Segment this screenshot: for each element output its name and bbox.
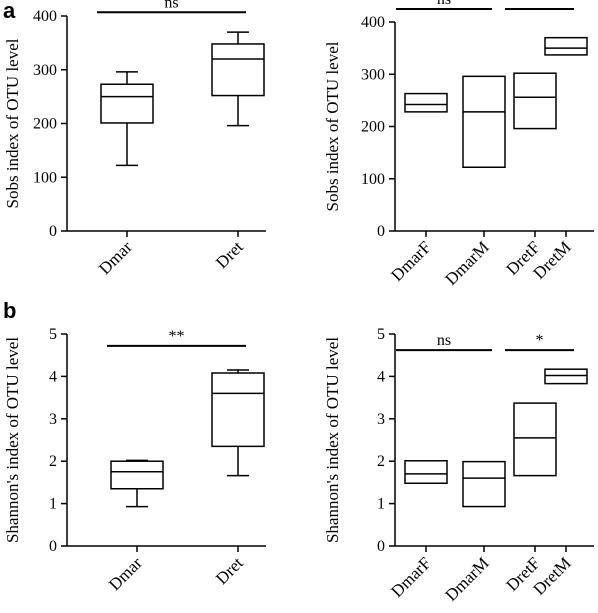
box-dretm xyxy=(544,36,588,56)
box-dretm xyxy=(544,368,588,385)
box-dretf xyxy=(513,72,557,130)
box-iqr xyxy=(513,402,557,477)
chart-shannon-sex: 0 1 2 3 4 5 Shannon's index of OTU level DmarF D… xyxy=(323,326,594,605)
y-tick-label: 100 xyxy=(361,171,385,188)
chart-sobs-sex: 0 100 200 300 400 Sobs index of OTU level Dmar… xyxy=(323,0,594,289)
y-axis-title: Sobs index of OTU level xyxy=(323,41,342,211)
box-iqr xyxy=(100,83,154,124)
significance-label: ns xyxy=(164,0,178,11)
box-dmarf xyxy=(404,92,448,113)
y-tick-label: 5 xyxy=(377,326,385,343)
y-tick-label: 2 xyxy=(49,453,57,470)
x-category-label-dmarm: DmarM xyxy=(441,237,492,288)
y-tick-label: 0 xyxy=(377,223,385,240)
x-category-label-dmar: Dmar xyxy=(105,553,146,594)
y-tick-label: 0 xyxy=(377,538,385,555)
y-tick-label: 4 xyxy=(49,368,57,385)
significance-label: ** xyxy=(169,328,185,345)
y-tick-label: 1 xyxy=(377,496,385,513)
y-axis-title: Shannon's index of OTU level xyxy=(3,337,22,543)
box-iqr xyxy=(462,460,506,508)
x-category-label-dmarf: DmarF xyxy=(387,237,434,284)
box-iqr xyxy=(110,460,164,490)
panel-letter-b: b xyxy=(3,298,16,323)
y-axis-title: Sobs index of OTU level xyxy=(3,38,22,208)
x-category-label-dmar: Dmar xyxy=(95,237,136,278)
box-iqr xyxy=(462,75,506,169)
chart-sobs-species: 0 100 200 300 400 Sobs index of OTU level Dmar… xyxy=(3,0,266,278)
y-tick-label: 200 xyxy=(361,119,385,136)
chart-shannon-species: 0 1 2 3 4 5 Shannon's index of OTU level Dmar Dr… xyxy=(3,326,266,594)
box-iqr xyxy=(404,92,448,113)
x-category-label-dret: Dret xyxy=(212,553,247,588)
y-axis-title: Shannon's index of OTU level xyxy=(323,337,342,543)
y-tick-label: 200 xyxy=(33,116,57,133)
box-dret xyxy=(211,31,265,127)
box-iqr xyxy=(513,72,557,130)
y-tick-label: 5 xyxy=(49,326,57,343)
y-tick-label: 2 xyxy=(377,453,385,470)
box-dmarm xyxy=(462,75,506,169)
significance-label: ns xyxy=(437,0,451,8)
y-tick-label: 1 xyxy=(49,496,57,513)
box-dret xyxy=(211,369,265,477)
y-tick-label: 4 xyxy=(377,368,385,385)
box-dmar xyxy=(110,459,164,508)
x-category-label-dmarm: DmarM xyxy=(441,553,492,604)
y-tick-label: 400 xyxy=(33,8,57,25)
y-tick-label: 3 xyxy=(377,411,385,428)
box-dmarm xyxy=(462,460,506,508)
y-tick-label: 3 xyxy=(49,411,57,428)
y-tick-label: 400 xyxy=(361,14,385,31)
box-iqr xyxy=(211,372,265,448)
significance-label: * xyxy=(536,0,544,8)
box-dretf xyxy=(513,402,557,477)
box-iqr xyxy=(544,368,588,385)
y-tick-label: 0 xyxy=(49,538,57,555)
significance-label: * xyxy=(536,332,544,349)
box-iqr xyxy=(404,460,448,484)
y-tick-label: 100 xyxy=(33,169,57,186)
box-iqr xyxy=(544,36,588,56)
box-dmar xyxy=(100,71,154,167)
significance-label: ns xyxy=(437,332,451,349)
box-iqr xyxy=(211,43,265,97)
box-dmarf xyxy=(404,460,448,484)
y-tick-label: 300 xyxy=(33,62,57,79)
y-tick-label: 300 xyxy=(361,66,385,83)
panel-letter-a: a xyxy=(3,0,16,23)
x-category-label-dmarf: DmarF xyxy=(387,553,434,600)
x-category-label-dret: Dret xyxy=(212,237,247,272)
y-tick-label: 0 xyxy=(49,223,57,240)
